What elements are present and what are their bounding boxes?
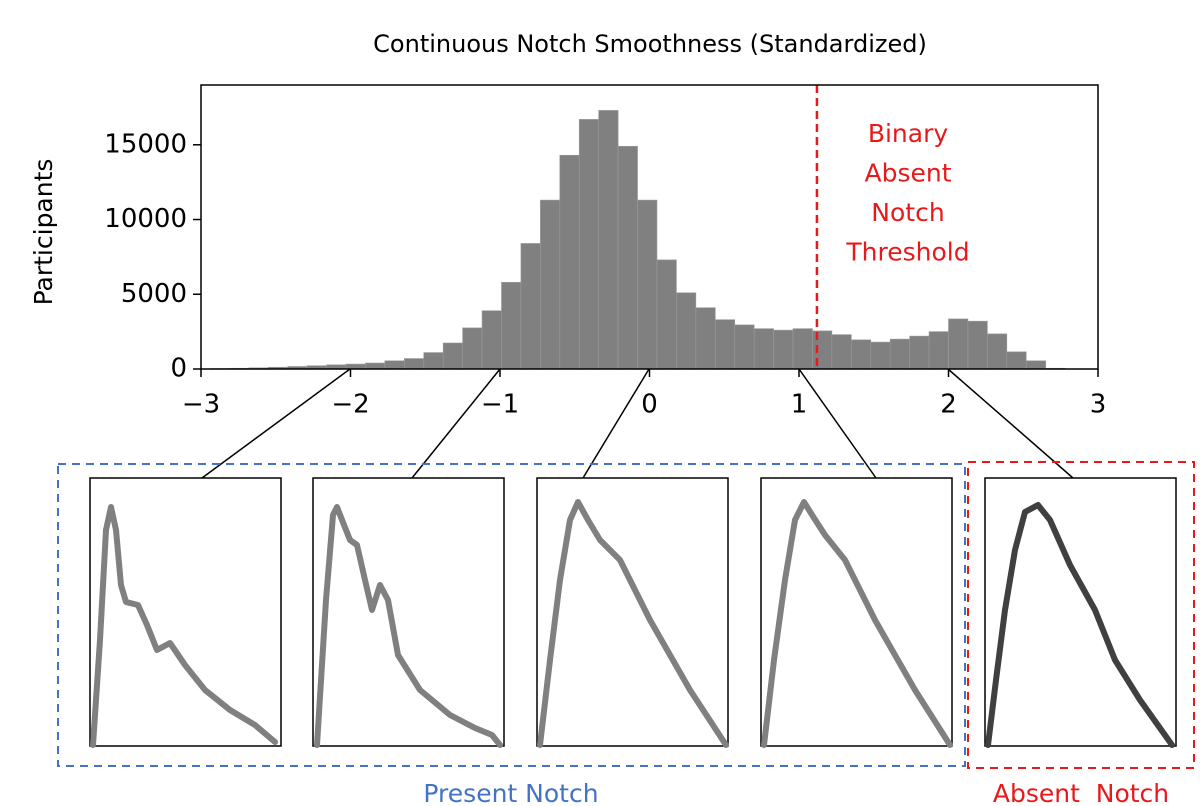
y-tick-label: 10000 bbox=[104, 204, 187, 234]
bar bbox=[442, 342, 463, 370]
annotation: Binary bbox=[868, 119, 949, 148]
bar bbox=[753, 328, 774, 370]
waveforms bbox=[90, 499, 1175, 748]
bar bbox=[831, 334, 852, 370]
waveform bbox=[314, 504, 503, 748]
connector bbox=[582, 368, 650, 479]
panel bbox=[312, 477, 505, 747]
bar bbox=[501, 282, 522, 370]
panels bbox=[89, 477, 1177, 747]
bar bbox=[870, 341, 891, 370]
bar bbox=[792, 328, 813, 370]
y-tick-label: 5000 bbox=[121, 279, 187, 309]
bar bbox=[851, 339, 872, 370]
group-box bbox=[57, 463, 966, 767]
annotation: Absent bbox=[864, 159, 951, 188]
x-tick-label: −1 bbox=[481, 390, 519, 420]
plot-area: Binary Absent Notch Threshold −3 −2 −1 0 1 2 3 0 500… bbox=[104, 84, 1107, 420]
connector bbox=[201, 368, 351, 479]
bar bbox=[1025, 360, 1046, 370]
waveform bbox=[90, 504, 278, 748]
bar bbox=[889, 338, 910, 370]
panel bbox=[89, 477, 282, 747]
bar bbox=[384, 360, 405, 370]
group-box bbox=[967, 461, 1195, 769]
waveform bbox=[537, 499, 729, 748]
group-label: Absent Notch bbox=[993, 779, 1169, 806]
waveform bbox=[761, 499, 953, 748]
chart-title: Continuous Notch Smoothness (Standardize… bbox=[373, 30, 927, 58]
connector bbox=[947, 368, 1074, 479]
bar bbox=[540, 199, 561, 370]
annotation: Threshold bbox=[845, 238, 969, 267]
panel bbox=[536, 477, 729, 747]
bar bbox=[948, 318, 969, 370]
x-tick-label: −2 bbox=[331, 390, 369, 420]
panel bbox=[984, 477, 1177, 747]
bar bbox=[617, 145, 638, 370]
connectors bbox=[201, 368, 1074, 479]
x-tick-label: 0 bbox=[641, 390, 658, 420]
bar bbox=[967, 320, 988, 370]
connector bbox=[411, 368, 501, 479]
y-tick-label: 0 bbox=[170, 354, 187, 384]
bar bbox=[773, 329, 794, 370]
bar bbox=[676, 292, 697, 370]
bar bbox=[462, 327, 483, 370]
annotation: Notch bbox=[871, 198, 944, 227]
bar bbox=[404, 358, 425, 370]
bar bbox=[909, 335, 930, 370]
bar bbox=[1006, 351, 1027, 370]
bar bbox=[734, 324, 755, 370]
bar bbox=[559, 154, 580, 370]
x-tick-label: −3 bbox=[182, 390, 220, 420]
bar bbox=[637, 199, 658, 370]
group-label: Present Notch bbox=[423, 779, 598, 806]
bar bbox=[578, 119, 599, 370]
bar bbox=[987, 333, 1008, 370]
bar bbox=[928, 331, 949, 370]
connector bbox=[798, 368, 877, 479]
bar bbox=[714, 319, 736, 370]
y-tick-label: 15000 bbox=[104, 129, 187, 159]
bar bbox=[656, 259, 677, 370]
bar bbox=[598, 110, 619, 370]
x-tick-label: 1 bbox=[791, 390, 808, 420]
waveform bbox=[985, 502, 1175, 748]
bar bbox=[695, 307, 716, 370]
x-tick-label: 2 bbox=[940, 390, 957, 420]
bar bbox=[812, 330, 833, 370]
bar bbox=[481, 310, 502, 370]
bar bbox=[365, 362, 386, 370]
bar bbox=[520, 243, 541, 370]
bar bbox=[423, 352, 444, 370]
x-tick-label: 3 bbox=[1090, 390, 1107, 420]
y-axis-label: Participants bbox=[29, 159, 58, 306]
panel bbox=[760, 477, 953, 747]
